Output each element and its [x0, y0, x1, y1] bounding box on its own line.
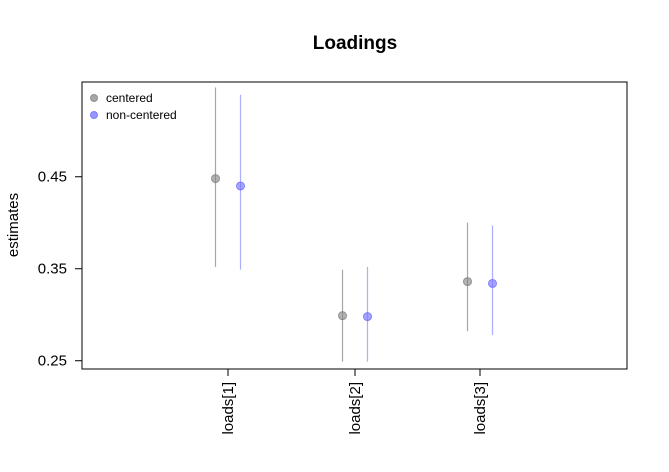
y-tick-label: 0.35 — [38, 261, 67, 278]
x-tick-label: loads[2] — [347, 382, 364, 435]
series-layer — [211, 87, 497, 362]
x-tick-label: loads[3] — [472, 382, 489, 435]
legend-marker — [90, 94, 98, 102]
x-axis: loads[1] loads[2] loads[3] — [220, 368, 489, 435]
legend-marker — [90, 111, 98, 119]
data-point — [463, 277, 472, 287]
data-point — [363, 312, 372, 322]
plot-frame — [81, 81, 628, 370]
data-point — [236, 181, 245, 191]
chart-title: Loadings — [313, 33, 397, 54]
data-point — [338, 311, 347, 321]
series-centered — [211, 87, 472, 362]
data-point — [488, 278, 497, 288]
x-tick-label: loads[1] — [220, 382, 237, 435]
data-point — [211, 174, 220, 184]
y-axis-label: estimates — [5, 193, 22, 257]
y-axis: 0.25 0.35 0.45 — [38, 169, 83, 370]
series-non-centered — [236, 94, 497, 362]
y-tick-label: 0.45 — [38, 169, 67, 186]
legend-label: non-centered — [106, 108, 177, 122]
legend-label: centered — [106, 91, 153, 105]
legend: centered non-centered — [90, 91, 177, 122]
y-tick-label: 0.25 — [38, 353, 67, 370]
